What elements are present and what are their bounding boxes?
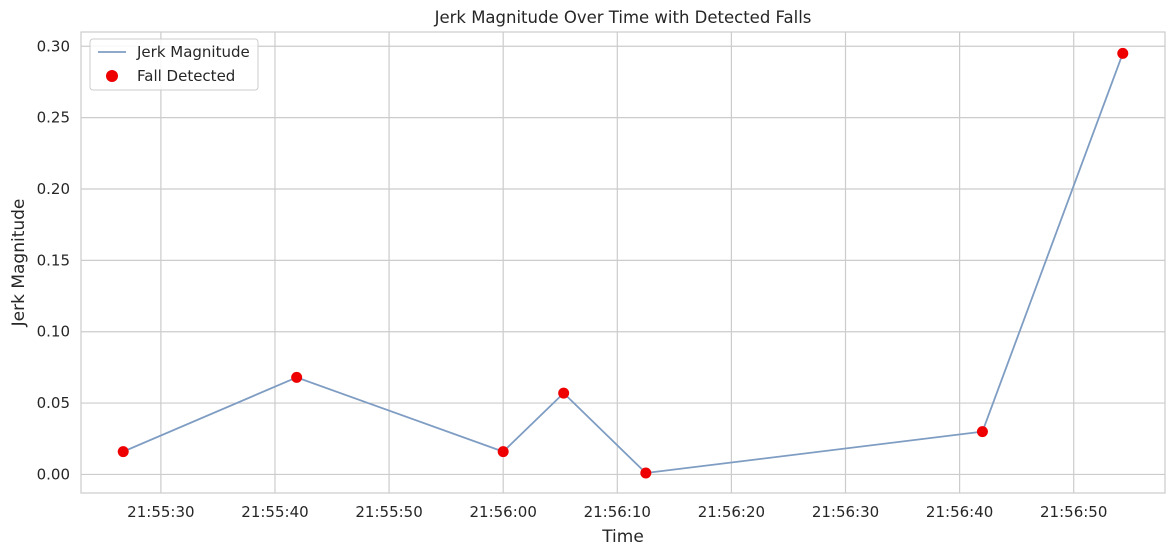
x-tick-label: 21:55:40: [241, 503, 308, 521]
grid-lines: [81, 32, 1165, 493]
plot-frame: [80, 31, 1166, 494]
fall-detected-point: [640, 467, 652, 479]
fall-detected-point: [1117, 47, 1129, 59]
x-tick-label: 21:56:20: [698, 503, 765, 521]
x-axis-label: Time: [601, 527, 644, 547]
x-tick-label: 21:56:00: [470, 503, 537, 521]
x-tick-label: 21:56:10: [584, 503, 651, 521]
fall-detected-point: [291, 371, 303, 383]
fall-detected-point: [558, 387, 570, 399]
legend-entry-jerk-magnitude: Jerk Magnitude: [136, 43, 250, 61]
fall-detected-point: [976, 426, 988, 438]
x-tick-label: 21:55:50: [355, 503, 422, 521]
legend-scatter-swatch: [106, 70, 118, 82]
y-tick-labels: 0.00 0.05 0.10 0.15 0.20 0.25 0.30: [37, 37, 70, 483]
y-tick-label: 0.30: [37, 37, 70, 55]
y-tick-label: 0.05: [37, 394, 70, 412]
y-tick-label: 0.10: [37, 323, 70, 341]
x-tick-label: 21:55:30: [127, 503, 194, 521]
y-tick-label: 0.15: [37, 251, 70, 269]
fall-detected-point: [497, 446, 509, 458]
y-axis-label: Jerk Magnitude: [9, 199, 29, 328]
legend-entry-fall-detected: Fall Detected: [137, 67, 235, 85]
y-tick-label: 0.25: [37, 109, 70, 127]
x-tick-label: 21:56:30: [812, 503, 879, 521]
y-tick-label: 0.00: [37, 465, 70, 483]
x-tick-labels: 21:55:30 21:55:40 21:55:50 21:56:00 21:56:10…: [127, 503, 1107, 521]
chart-title: Jerk Magnitude Over Time with Detected F…: [434, 8, 812, 27]
legend-box: [89, 38, 259, 91]
x-tick-label: 21:56:50: [1040, 503, 1107, 521]
legend: Jerk Magnitude Fall Detected: [89, 38, 259, 91]
x-tick-label: 21:56:40: [926, 503, 993, 521]
fall-detected-point: [117, 446, 129, 458]
series-layer: [117, 47, 1129, 479]
y-tick-label: 0.20: [37, 180, 70, 198]
